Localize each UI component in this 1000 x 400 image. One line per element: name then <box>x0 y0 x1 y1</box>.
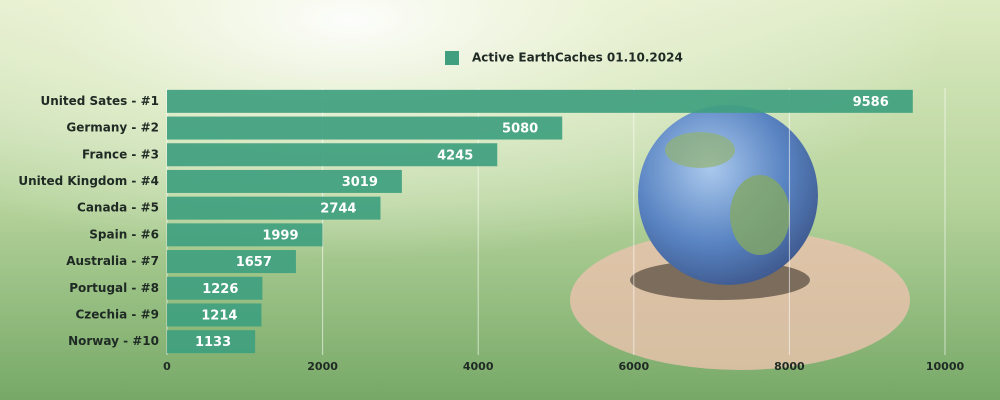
y-tick-label: United Sates - #1 <box>40 94 159 108</box>
continent <box>665 132 735 168</box>
continent <box>730 175 790 255</box>
value-label: 2744 <box>320 202 356 217</box>
y-tick-label: Canada - #5 <box>77 201 159 215</box>
y-tick-label: Australia - #7 <box>66 254 159 268</box>
x-tick-label: 4000 <box>463 360 494 373</box>
y-tick-label: United Kingdom - #4 <box>18 174 159 188</box>
y-tick-label: Germany - #2 <box>66 121 159 135</box>
x-tick-label: 0 <box>163 360 171 373</box>
legend-swatch <box>445 51 459 65</box>
value-label: 1133 <box>195 335 231 350</box>
value-label: 1657 <box>236 255 272 270</box>
bar <box>167 276 263 300</box>
bar <box>167 330 256 354</box>
x-tick-label: 6000 <box>618 360 649 373</box>
x-tick-label: 8000 <box>774 360 805 373</box>
value-label: 1226 <box>202 282 238 297</box>
value-label: 1214 <box>201 308 237 323</box>
value-label: 5080 <box>502 122 538 137</box>
y-tick-label: Portugal - #8 <box>69 281 159 295</box>
bar <box>167 169 402 193</box>
bar <box>167 196 381 220</box>
y-tick-label: Norway - #10 <box>68 334 159 348</box>
bar <box>167 303 262 327</box>
bar <box>167 89 913 113</box>
x-tick-label: 2000 <box>307 360 338 373</box>
bar <box>167 223 323 247</box>
legend-label: Active EarthCaches 01.10.2024 <box>472 51 683 65</box>
y-tick-label: Czechia - #9 <box>75 307 159 321</box>
value-label: 3019 <box>342 175 378 190</box>
value-label: 4245 <box>437 148 473 163</box>
x-tick-label: 10000 <box>926 360 965 373</box>
value-label: 9586 <box>853 95 889 110</box>
value-label: 1999 <box>262 228 298 243</box>
bar <box>167 116 563 140</box>
y-tick-label: Spain - #6 <box>89 227 159 241</box>
bar <box>167 143 498 167</box>
plot: 0 2000 4000 6000 8000 10000 United Sates - #1 9… <box>18 51 964 374</box>
hands <box>570 230 910 370</box>
y-tick-label: France - #3 <box>82 147 159 161</box>
bar <box>167 250 296 274</box>
